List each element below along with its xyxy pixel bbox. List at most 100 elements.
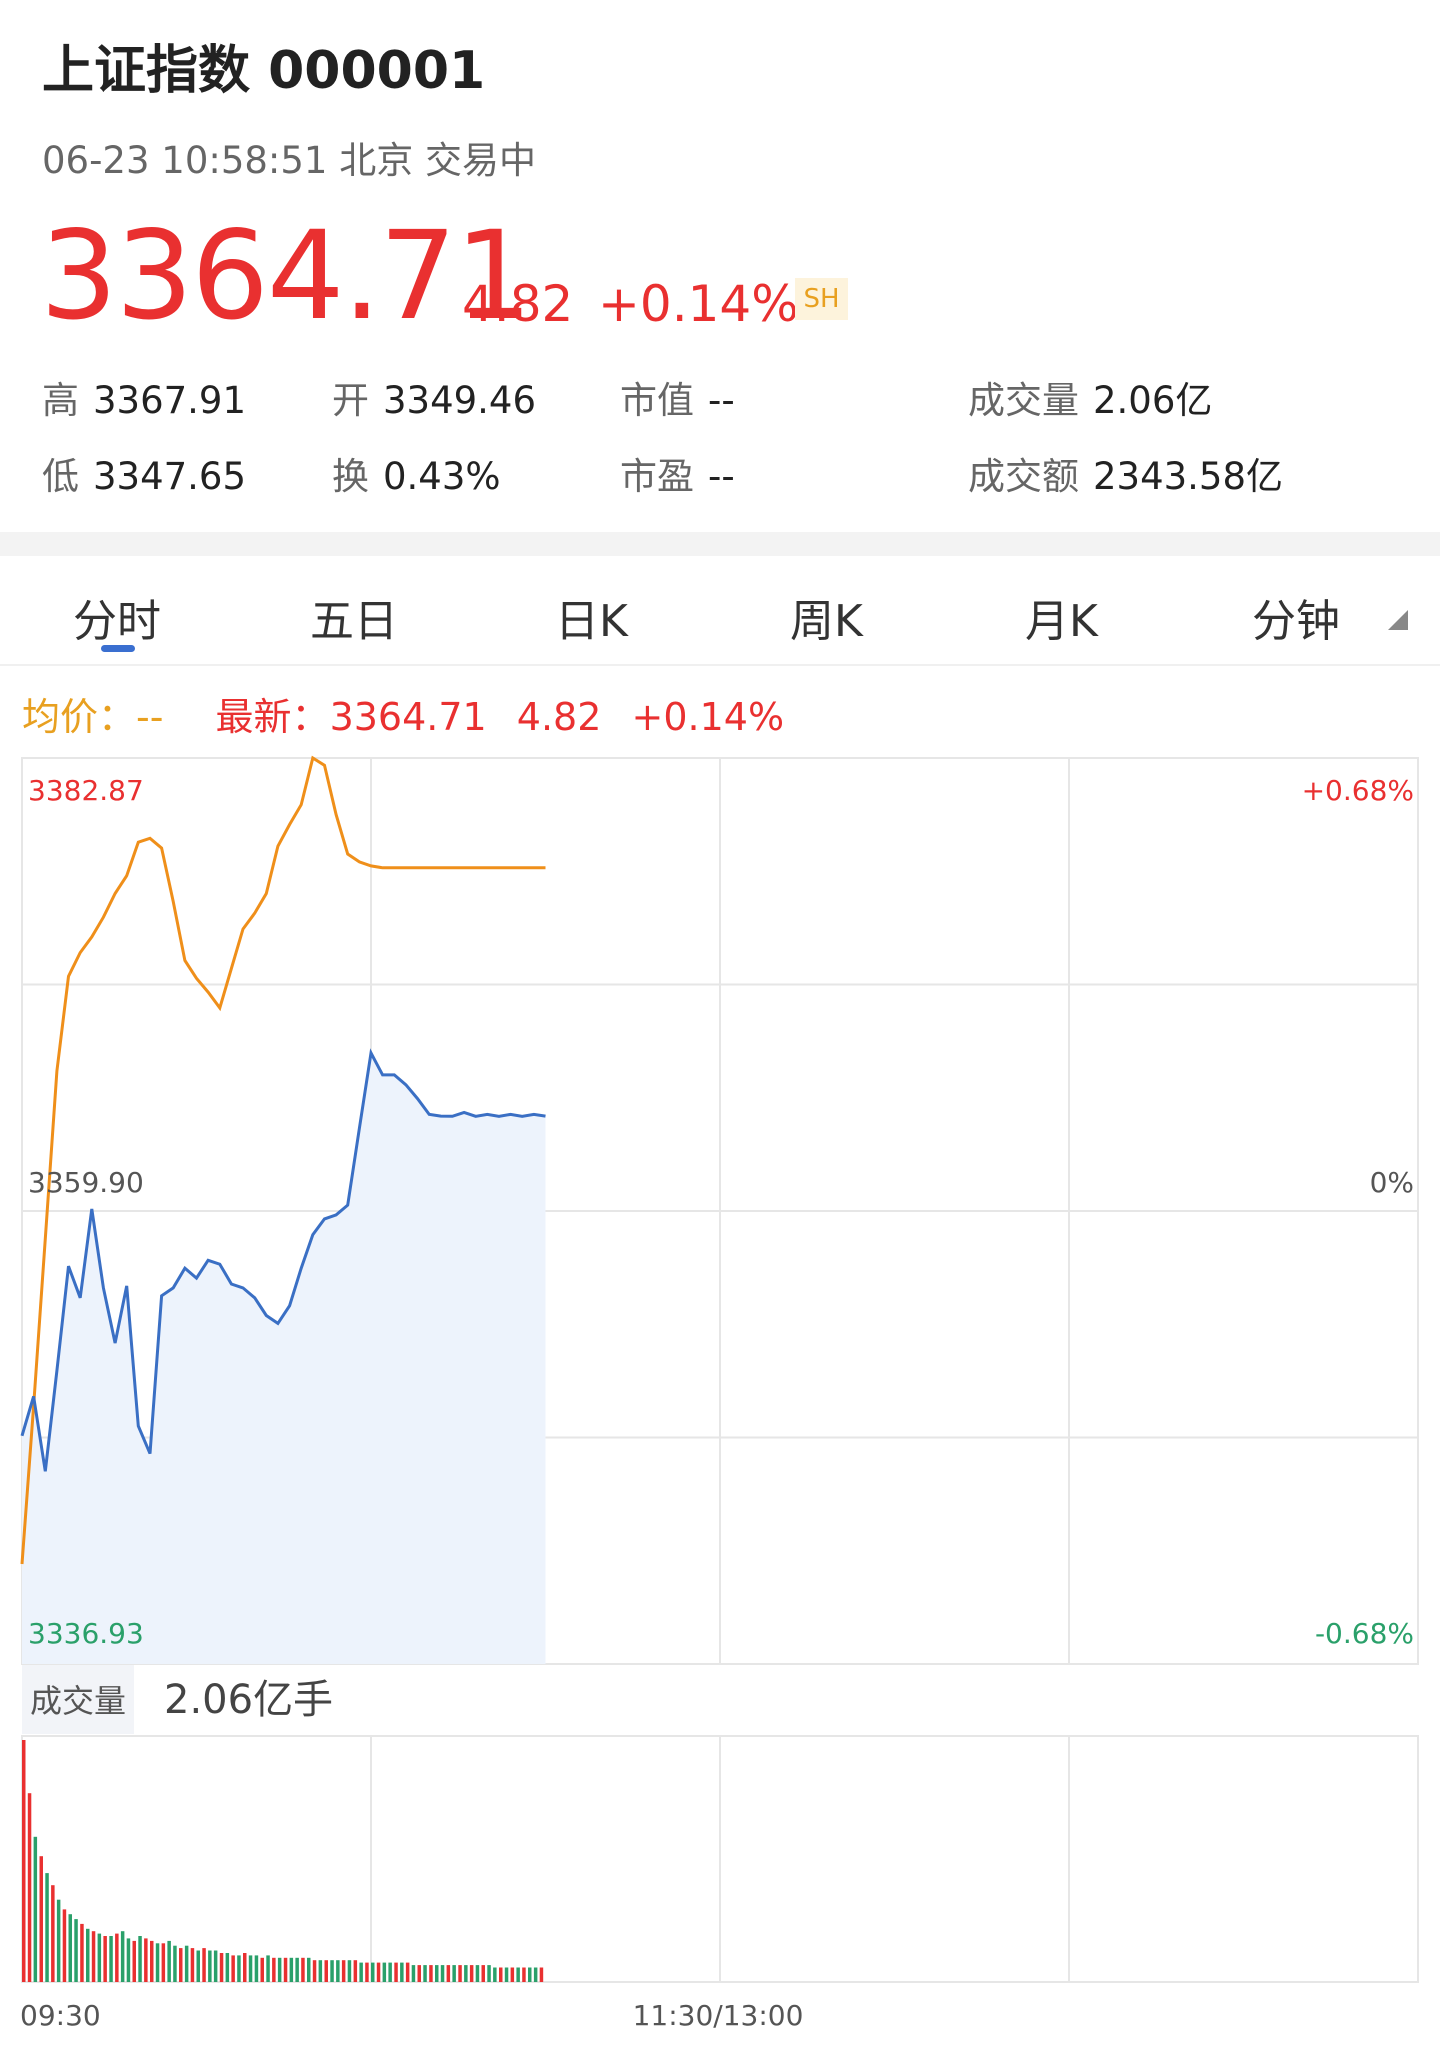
volume-bar	[394, 1962, 398, 1982]
volume-bar	[202, 1948, 206, 1982]
volume-bar	[341, 1960, 346, 1982]
stat-label: 低	[42, 455, 79, 498]
avg-price-value: --	[136, 695, 164, 739]
volume-bar	[382, 1962, 387, 1982]
stat-label: 成交量	[968, 379, 1079, 422]
volume-bar	[487, 1965, 491, 1982]
volume-bar	[376, 1962, 381, 1982]
volume-bar	[272, 1957, 276, 1982]
volume-bar	[237, 1955, 241, 1982]
tab-intraday[interactable]: 分时	[73, 596, 161, 647]
volume-bar	[423, 1965, 427, 1982]
tab-weekly-k[interactable]: 周K	[790, 596, 863, 647]
volume-bar	[522, 1967, 526, 1982]
volume-bar	[516, 1967, 520, 1982]
volume-bar	[266, 1955, 270, 1982]
volume-bar	[150, 1940, 154, 1982]
dropdown-triangle-icon[interactable]	[1388, 610, 1408, 630]
volume-bar	[91, 1931, 96, 1982]
stat-amount: 成交额 2343.58亿	[968, 446, 1283, 500]
stat-label: 换	[332, 455, 369, 498]
price-change-percent: +0.14%	[598, 275, 799, 333]
volume-bar	[411, 1965, 416, 1982]
volume-bar	[312, 1960, 317, 1982]
page-title: 上证指数 000001	[42, 41, 486, 101]
tab-divider	[0, 664, 1440, 666]
avg-price-label: 均价：	[22, 695, 137, 739]
tab-five-day[interactable]: 五日	[310, 596, 398, 647]
y-axis-top-label: 3382.87	[28, 774, 144, 807]
volume-value: 2.06亿手	[164, 1677, 333, 1723]
trade-status: 06-23 10:58:51 北京 交易中	[42, 139, 536, 182]
last-price: 3364.71	[40, 205, 533, 347]
volume-bar	[190, 1948, 195, 1982]
stat-market-cap: 市值 --	[620, 370, 735, 424]
volume-bar	[254, 1955, 259, 1982]
avg-price-line	[20, 755, 546, 1565]
volume-bar	[318, 1960, 323, 1982]
stat-value: 3367.91	[93, 379, 247, 422]
tab-daily-k[interactable]: 日K	[555, 596, 628, 647]
volume-bar	[330, 1960, 334, 1982]
volume-bar	[371, 1962, 375, 1982]
volume-bar	[504, 1967, 509, 1982]
volume-bar	[353, 1960, 358, 1982]
volume-bar	[400, 1962, 404, 1982]
volume-bar	[324, 1960, 328, 1982]
stat-label: 开	[332, 379, 369, 422]
y-axis-right-top-label: +0.68%	[1302, 774, 1414, 807]
volume-bar	[499, 1967, 503, 1982]
volume-bar	[126, 1938, 131, 1982]
volume-bar	[336, 1960, 340, 1982]
stat-value: --	[708, 379, 735, 422]
volume-bar	[440, 1965, 445, 1982]
volume-bar	[155, 1943, 160, 1982]
volume-bar	[283, 1957, 288, 1982]
volume-bar	[56, 1899, 61, 1982]
tab-minute[interactable]: 分钟	[1252, 596, 1340, 647]
y-axis-bottom-label: 3336.93	[28, 1617, 144, 1650]
stat-label: 市盈	[620, 455, 694, 498]
volume-label-box	[22, 1664, 134, 1734]
stat-label: 市值	[620, 379, 694, 422]
stat-low: 低 3347.65	[42, 446, 246, 500]
volume-bar	[219, 1953, 224, 1982]
volume-bar	[115, 1933, 119, 1982]
exchange-badge: SH	[795, 278, 848, 320]
volume-bar	[68, 1914, 72, 1982]
latest-change-pct: +0.14%	[631, 695, 785, 739]
volume-bar	[22, 1740, 26, 1982]
volume-bar	[277, 1957, 282, 1982]
latest-value: 3364.71	[329, 695, 487, 739]
volume-bar	[179, 1948, 183, 1982]
volume-bar	[289, 1957, 294, 1982]
stat-value: 2.06亿	[1093, 379, 1213, 422]
volume-bar	[295, 1957, 299, 1982]
volume-bar	[144, 1938, 148, 1982]
volume-bar	[475, 1965, 480, 1982]
volume-bar	[27, 1793, 32, 1982]
volume-label: 成交量	[30, 1682, 126, 1720]
stat-open: 开 3349.46	[332, 370, 536, 424]
volume-bar	[196, 1950, 200, 1982]
volume-bar	[33, 1836, 38, 1982]
y-axis-right-mid-label: 0%	[1370, 1166, 1414, 1199]
volume-bar	[359, 1962, 363, 1982]
stat-high: 高 3367.91	[42, 370, 246, 424]
x-axis-start-label: 09:30	[20, 1999, 101, 2032]
latest-label: 最新：	[215, 695, 330, 739]
volume-bar	[208, 1950, 212, 1982]
volume-bar	[213, 1950, 218, 1982]
volume-bar	[132, 1940, 136, 1982]
volume-grid	[21, 1735, 1419, 1983]
volume-bar	[365, 1962, 369, 1982]
volume-bar	[80, 1923, 84, 1982]
price-area-fill	[22, 1053, 546, 1664]
volume-bar	[464, 1965, 468, 1982]
volume-bar	[109, 1936, 113, 1982]
volume-bars	[22, 1740, 544, 1982]
volume-bar	[446, 1965, 451, 1982]
volume-bar	[260, 1957, 264, 1982]
tab-monthly-k[interactable]: 月K	[1025, 596, 1098, 647]
